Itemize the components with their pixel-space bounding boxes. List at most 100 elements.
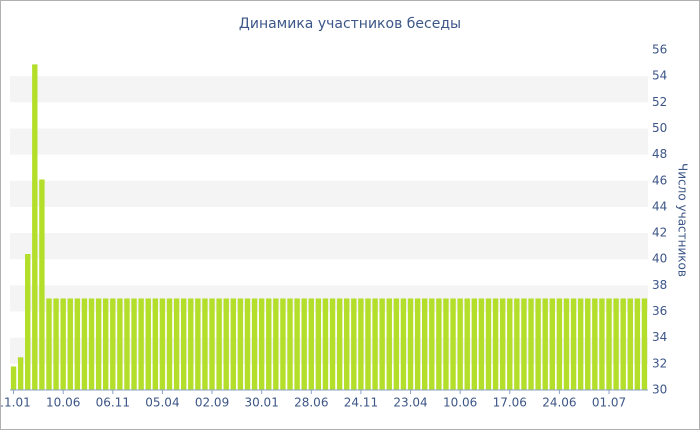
x-tick-label: 06.11 [96,396,130,410]
bar [53,298,59,390]
bar [422,298,428,390]
bar [188,298,194,390]
bar [145,298,151,390]
bar [599,298,605,390]
bar [358,298,364,390]
bar [294,298,300,390]
x-tick-label: 10.06 [443,396,477,410]
bar [202,298,208,390]
bar [25,254,31,390]
x-tick-label: 30.01 [244,396,278,410]
bar [195,298,201,390]
bar [237,298,244,390]
grid-band [10,180,648,207]
bar [166,298,173,390]
x-tick-label: 01.07 [592,396,626,410]
bar [535,298,541,390]
bar [280,298,286,390]
y-tick-label: 48 [652,147,667,161]
bar [258,298,265,390]
bar [393,298,400,390]
bar [117,298,123,390]
bar [620,298,626,390]
bar [443,298,449,390]
bar [74,298,81,390]
bar [429,298,435,390]
bar [124,298,130,390]
bar [209,298,215,390]
bar [521,298,527,390]
bar [613,298,619,390]
bar [641,298,648,390]
bar [485,298,492,390]
bar [400,298,407,390]
bar [230,298,236,390]
bar [103,298,109,390]
bar [570,298,577,390]
x-tick-label: 28.06 [294,396,328,410]
x-tick-label: 17.06 [493,396,527,410]
bar [266,298,272,390]
bar [287,298,293,390]
bar [60,298,66,390]
bar [436,298,442,390]
bar [563,298,570,390]
bar [67,298,73,390]
x-tick-label: 05.04 [145,396,179,410]
bar [173,298,180,390]
bar [223,298,229,390]
bar [492,298,499,390]
y-tick-label: 36 [652,304,667,318]
bar [301,298,307,390]
bar [180,298,187,390]
bar [251,298,258,390]
grid-band [10,76,648,103]
bar [315,298,322,390]
bar [39,179,45,390]
y-tick-label: 50 [652,121,667,135]
bar [88,298,95,390]
grid-band [10,233,648,260]
bar [329,298,336,390]
bar [457,298,463,390]
bar [379,298,385,390]
bar [407,298,414,390]
bar [499,298,506,390]
grid-band [10,285,648,312]
bar [46,298,52,390]
y-tick-label: 40 [652,252,667,266]
bar [549,298,555,390]
bar [110,298,116,390]
bar [514,298,520,390]
y-axis-label: Число участников [676,163,690,277]
y-tick-label: 56 [652,43,667,57]
bar [386,298,392,390]
bar [585,298,591,390]
bar [606,298,612,390]
bar [414,298,421,390]
bar [471,298,478,390]
plot: 30 32 34 36 38 40 42 44 46 48 50 52 54 56 11.01 10.06 06… [1,43,667,410]
bar [577,298,584,390]
bar [152,298,159,390]
x-tick-label: 02.09 [195,396,229,410]
bar [478,298,485,390]
bar [10,366,17,390]
bar [81,298,88,390]
bar [450,298,456,390]
bar [336,298,343,390]
y-tick-label: 44 [652,199,667,213]
bar [365,298,371,390]
chart-title: Динамика участников беседы [239,16,461,32]
y-tick-label: 32 [652,356,667,370]
grid-band [10,337,648,364]
x-tick-label: 24.11 [344,396,378,410]
bar [17,357,24,390]
bar [592,298,598,390]
x-tick-label: 10.06 [46,396,80,410]
bar [322,298,329,390]
x-tick-label: 23.04 [393,396,427,410]
bar [507,298,513,390]
y-tick-label: 34 [652,330,667,344]
